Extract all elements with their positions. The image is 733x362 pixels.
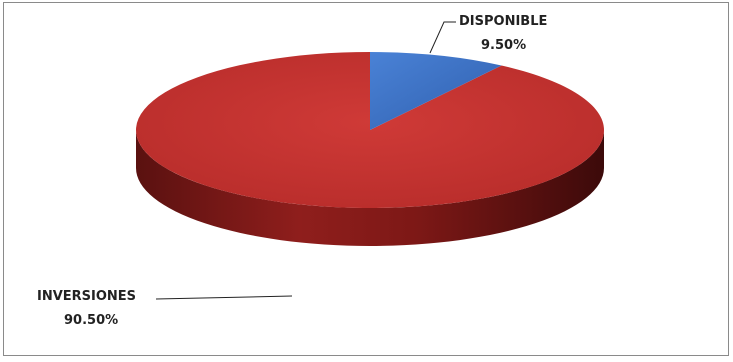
slice-disponible — [370, 52, 502, 130]
label-inversiones-name: INVERSIONES — [37, 289, 136, 304]
label-inversiones-value: 90.50% — [64, 313, 118, 328]
pie-side-wall — [136, 130, 604, 246]
label-disponible-value: 9.50% — [481, 38, 526, 53]
leader-line-disponible — [429, 21, 456, 54]
leader-line-inversiones — [155, 295, 293, 300]
label-disponible-name: DISPONIBLE — [459, 14, 547, 29]
